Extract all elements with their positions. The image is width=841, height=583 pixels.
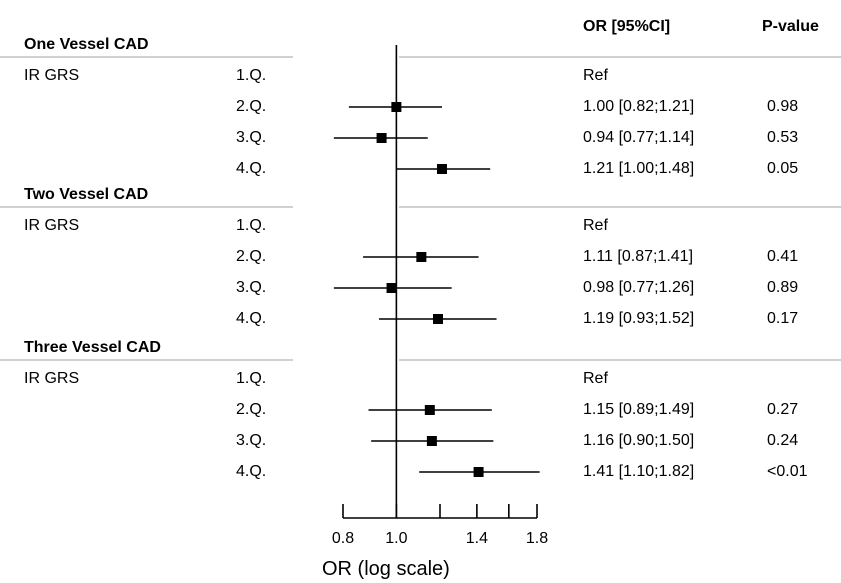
x-tick-label: 1.4 [466, 530, 488, 547]
row-level-label: 3.Q. [236, 129, 267, 146]
row-p-value-text: 0.98 [767, 98, 799, 115]
row-variable-label: IR GRS [24, 370, 80, 387]
or-point-marker [426, 436, 437, 446]
x-tick-label: 1.0 [385, 530, 407, 547]
or-point-marker [432, 314, 443, 324]
row-p-value-text: 0.53 [767, 129, 799, 146]
group-separator-right [399, 206, 841, 208]
row-p-value-text: <0.01 [767, 463, 808, 480]
or-point-marker [424, 405, 435, 415]
row-level-label: 1.Q. [236, 370, 267, 387]
row-p-value-text: 0.24 [767, 432, 799, 449]
x-axis-label: OR (log scale) [322, 558, 450, 580]
p-value-column-header: P-value [762, 18, 819, 35]
row-or-ci-text: 0.98 [0.77;1.26] [583, 279, 695, 296]
row-p-value-text: 0.89 [767, 279, 799, 296]
row-p-value-text: 0.41 [767, 248, 799, 265]
row-level-label: 1.Q. [236, 217, 267, 234]
row-p-value-text: 0.27 [767, 401, 799, 418]
group-header: Three Vessel CAD [24, 339, 161, 356]
row-level-label: 4.Q. [236, 463, 267, 480]
or-point-marker [416, 252, 427, 262]
row-or-ci-text: 1.21 [1.00;1.48] [583, 160, 695, 177]
or-point-marker [473, 467, 484, 477]
row-variable-label: IR GRS [24, 67, 80, 84]
x-tick-label: 1.8 [526, 530, 548, 547]
or-point-marker [386, 283, 397, 293]
x-tick-label: 0.8 [332, 530, 354, 547]
group-header: Two Vessel CAD [24, 186, 149, 203]
group-separator-left [0, 359, 293, 361]
row-or-ci-text: Ref [583, 67, 608, 84]
row-p-value-text: 0.17 [767, 310, 799, 327]
row-or-ci-text: 1.19 [0.93;1.52] [583, 310, 695, 327]
row-or-ci-text: 0.94 [0.77;1.14] [583, 129, 695, 146]
row-level-label: 4.Q. [236, 310, 267, 327]
row-or-ci-text: Ref [583, 217, 608, 234]
row-or-ci-text: 1.00 [0.82;1.21] [583, 98, 695, 115]
row-level-label: 2.Q. [236, 248, 267, 265]
row-or-ci-text: 1.15 [0.89;1.49] [583, 401, 695, 418]
group-separator-right [399, 56, 841, 58]
row-or-ci-text: Ref [583, 370, 608, 387]
row-level-label: 1.Q. [236, 67, 267, 84]
group-header: One Vessel CAD [24, 36, 149, 53]
row-level-label: 3.Q. [236, 432, 267, 449]
group-separator-left [0, 206, 293, 208]
row-level-label: 4.Q. [236, 160, 267, 177]
row-or-ci-text: 1.41 [1.10;1.82] [583, 463, 695, 480]
or-point-marker [376, 133, 387, 143]
row-level-label: 3.Q. [236, 279, 267, 296]
group-separator-left [0, 56, 293, 58]
row-p-value-text: 0.05 [767, 160, 799, 177]
group-separator-right [399, 359, 841, 361]
row-or-ci-text: 1.11 [0.87;1.41] [583, 248, 694, 265]
row-or-ci-text: 1.16 [0.90;1.50] [583, 432, 695, 449]
or-point-marker [391, 102, 402, 112]
row-variable-label: IR GRS [24, 217, 80, 234]
or-point-marker [436, 164, 447, 174]
or-ci-column-header: OR [95%CI] [583, 18, 671, 35]
row-level-label: 2.Q. [236, 401, 267, 418]
row-level-label: 2.Q. [236, 98, 267, 115]
